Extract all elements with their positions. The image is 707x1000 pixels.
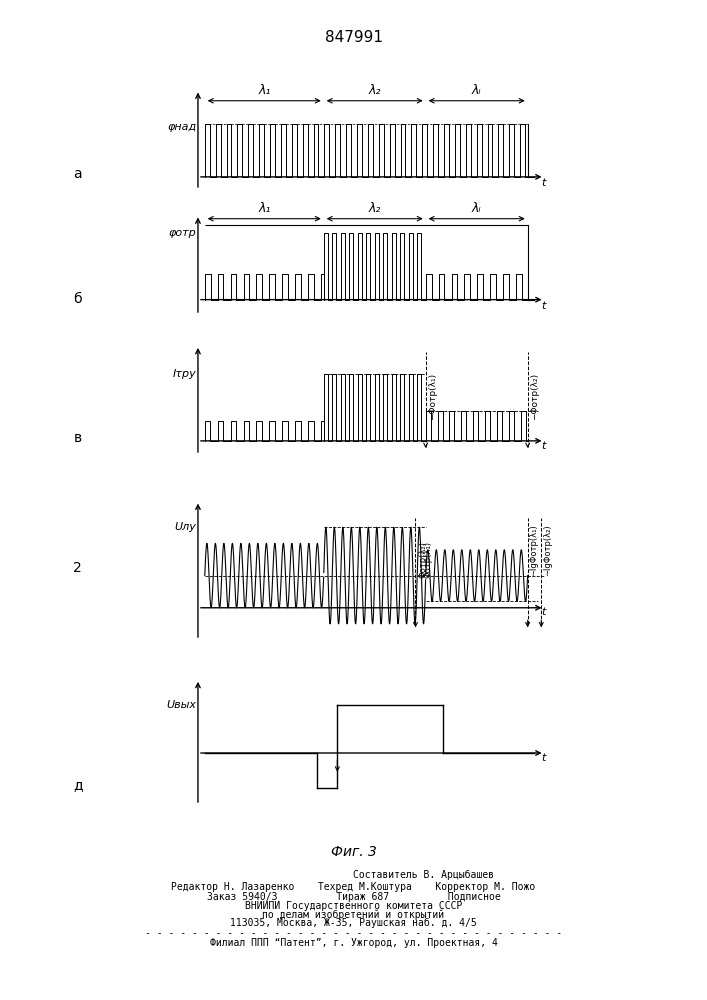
Text: Филиал ППП “Патент”, г. Ужгород, ул. Проектная, 4: Филиал ППП “Патент”, г. Ужгород, ул. Про…: [209, 938, 498, 948]
Text: - - - - - - - - - - - - - - - - - - - - - - - - - - - - - - - - - - - -: - - - - - - - - - - - - - - - - - - - - …: [145, 928, 562, 938]
Text: Iτру: Iτру: [173, 369, 197, 379]
Text: 2: 2: [74, 560, 82, 574]
Text: λᵢ: λᵢ: [472, 202, 481, 215]
Text: ∼lgΦотр(λ₁): ∼lgΦотр(λ₁): [530, 524, 538, 576]
Text: φотр: φотр: [168, 228, 197, 238]
Text: λ₁: λ₁: [258, 202, 271, 215]
Text: t: t: [541, 607, 545, 617]
Text: Составитель В. Арцыбашев: Составитель В. Арцыбашев: [213, 870, 494, 880]
Text: по делам изобретений и открытий: по делам изобретений и открытий: [262, 910, 445, 920]
Text: ∼lgΦотр(λ₂): ∼lgΦотр(λ₂): [543, 524, 552, 576]
Text: 113035, Москва, Ж-35, Раушская наб. д. 4/5: 113035, Москва, Ж-35, Раушская наб. д. 4…: [230, 918, 477, 928]
Text: λ₂: λ₂: [368, 84, 381, 97]
Text: 847991: 847991: [325, 30, 382, 45]
Text: д: д: [73, 778, 83, 792]
Text: Uлу: Uлу: [175, 522, 197, 532]
Text: λᵢ: λᵢ: [472, 84, 481, 97]
Text: Φотр(λ₁): Φотр(λ₁): [424, 541, 433, 578]
Text: в: в: [74, 431, 82, 445]
Text: t: t: [541, 753, 545, 763]
Text: t: t: [541, 301, 545, 311]
Text: Фиг. 3: Фиг. 3: [331, 845, 376, 859]
Text: ВНИИПИ Государственного комитета СССР: ВНИИПИ Государственного комитета СССР: [245, 901, 462, 911]
Text: Φотр(λ₂): Φотр(λ₂): [419, 541, 427, 578]
Text: б: б: [74, 292, 82, 306]
Text: t: t: [541, 178, 545, 188]
Text: Редактор Н. Лазаренко    Техред М.Коштура    Корректор М. Пожо: Редактор Н. Лазаренко Техред М.Коштура К…: [171, 882, 536, 892]
Text: Uвых: Uвых: [166, 700, 197, 710]
Text: λ₂: λ₂: [368, 202, 381, 215]
Text: Заказ 5940/3          Тираж 687          Подписное: Заказ 5940/3 Тираж 687 Подписное: [206, 892, 501, 902]
Text: λ₁: λ₁: [258, 84, 271, 97]
Text: φнад: φнад: [167, 122, 197, 132]
Text: −Φотр(λ₁): −Φотр(λ₁): [428, 373, 438, 420]
Text: −Φотр(λ₂): −Φотр(λ₂): [530, 373, 539, 420]
Text: a: a: [74, 167, 82, 181]
Text: t: t: [541, 441, 545, 451]
